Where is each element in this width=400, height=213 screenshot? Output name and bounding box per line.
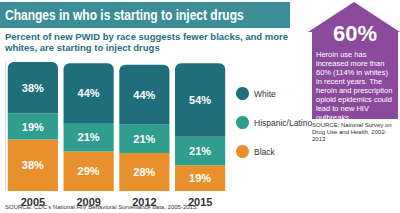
svg-text:29%: 29%	[78, 165, 100, 177]
svg-text:White: White	[254, 89, 276, 99]
svg-text:19%: 19%	[22, 121, 44, 133]
svg-text:28%: 28%	[133, 166, 155, 178]
svg-text:38%: 38%	[22, 82, 44, 94]
svg-text:54%: 54%	[189, 94, 211, 106]
svg-text:19%: 19%	[189, 172, 211, 184]
svg-text:44%: 44%	[78, 87, 100, 99]
svg-text:21%: 21%	[133, 133, 155, 145]
svg-text:44%: 44%	[133, 89, 155, 101]
svg-text:Hispanic/Latino: Hispanic/Latino	[254, 118, 312, 128]
svg-text:21%: 21%	[189, 145, 211, 157]
svg-text:38%: 38%	[22, 159, 44, 171]
svg-text:21%: 21%	[78, 131, 100, 143]
svg-text:Black: Black	[254, 147, 276, 157]
